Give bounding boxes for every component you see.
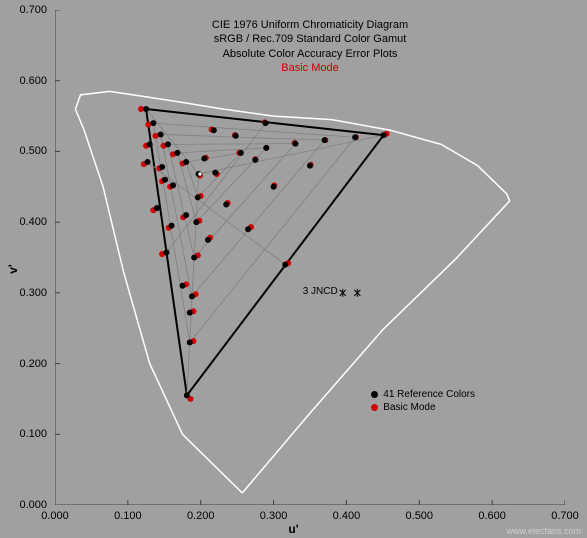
legend-dot-basic: [371, 404, 378, 411]
y-tick-label: 0.400: [19, 216, 47, 228]
title-line-3: Absolute Color Accuracy Error Plots: [55, 47, 565, 61]
x-tick-label: 0.600: [478, 510, 506, 522]
x-tick-label: 0.200: [187, 510, 215, 522]
title-line-2: sRGB / Rec.709 Standard Color Gamut: [55, 32, 565, 46]
y-tick-label: 0.700: [19, 4, 47, 16]
legend-item-basic: Basic Mode: [371, 402, 475, 413]
x-tick-label: 0.300: [260, 510, 288, 522]
jncd-label: 3 JNCD: [303, 286, 338, 297]
plot-area: CIE 1976 Uniform Chromaticity Diagram sR…: [55, 10, 565, 505]
y-tick-label: 0.600: [19, 75, 47, 87]
legend-label-basic: Basic Mode: [383, 402, 435, 413]
y-tick-label: 0.300: [19, 287, 47, 299]
legend-label-reference: 41 Reference Colors: [383, 389, 475, 400]
chromaticity-chart: CIE 1976 Uniform Chromaticity Diagram sR…: [0, 0, 587, 538]
y-tick-label: 0.200: [19, 358, 47, 370]
x-axis-label: u': [0, 522, 587, 536]
title-line-4: Basic Mode: [55, 61, 565, 75]
x-tick-label: 0.100: [114, 510, 142, 522]
x-tick-label: 0.000: [41, 510, 69, 522]
x-tick-label: 0.700: [551, 510, 579, 522]
x-tick-label: 0.400: [333, 510, 361, 522]
y-axis-label: v': [6, 264, 20, 274]
legend-dot-reference: [371, 391, 378, 398]
chart-svg: [55, 10, 565, 505]
y-tick-label: 0.100: [19, 428, 47, 440]
title-line-1: CIE 1976 Uniform Chromaticity Diagram: [55, 18, 565, 32]
watermark: www.elecfans.com: [506, 526, 581, 536]
legend-item-reference: 41 Reference Colors: [371, 389, 475, 400]
chart-title-block: CIE 1976 Uniform Chromaticity Diagram sR…: [55, 18, 565, 75]
y-tick-label: 0.500: [19, 145, 47, 157]
chart-legend: 41 Reference Colors Basic Mode: [371, 387, 475, 415]
x-tick-label: 0.500: [406, 510, 434, 522]
